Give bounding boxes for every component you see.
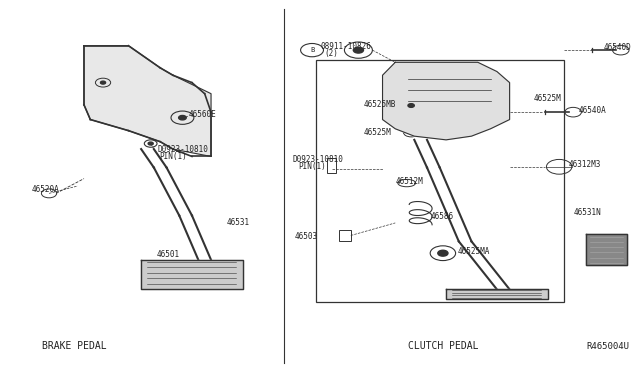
Text: D0923-10810: D0923-10810	[157, 145, 208, 154]
Text: 46540D: 46540D	[604, 43, 632, 52]
Text: 46531: 46531	[227, 218, 250, 227]
Text: PIN(1): PIN(1)	[298, 162, 326, 171]
Text: BRAKE PEDAL: BRAKE PEDAL	[42, 341, 107, 352]
Text: 46531N: 46531N	[573, 208, 601, 217]
Bar	[316, 61, 564, 302]
Circle shape	[179, 115, 186, 120]
Text: 46586: 46586	[430, 212, 453, 221]
Text: 46503: 46503	[295, 232, 318, 241]
Text: R465004U: R465004U	[587, 342, 630, 352]
Circle shape	[438, 250, 448, 256]
Circle shape	[408, 104, 414, 108]
Text: 46501: 46501	[157, 250, 180, 259]
Bar	[327, 158, 336, 173]
Circle shape	[100, 81, 106, 84]
Text: D0923-10810: D0923-10810	[292, 155, 343, 164]
Polygon shape	[383, 62, 509, 140]
Circle shape	[148, 142, 153, 145]
Text: 46512M: 46512M	[396, 177, 423, 186]
Text: 46525M: 46525M	[534, 94, 561, 103]
Text: 46525MB: 46525MB	[364, 100, 396, 109]
Polygon shape	[446, 289, 548, 299]
Text: B: B	[310, 47, 314, 53]
Text: CLUTCH PEDAL: CLUTCH PEDAL	[408, 341, 478, 352]
Circle shape	[353, 47, 364, 53]
Polygon shape	[586, 234, 627, 265]
Bar	[339, 230, 351, 241]
Text: 46560E: 46560E	[189, 109, 216, 119]
Polygon shape	[141, 260, 243, 289]
Text: PIN(1): PIN(1)	[159, 152, 187, 161]
Polygon shape	[84, 46, 211, 157]
Text: 46525MA: 46525MA	[458, 247, 490, 256]
Text: 46525M: 46525M	[364, 128, 391, 137]
Text: 46312M3: 46312M3	[569, 160, 601, 169]
Text: 46540A: 46540A	[578, 106, 606, 115]
Text: 46520A: 46520A	[32, 185, 60, 194]
Text: (2): (2)	[324, 49, 339, 58]
Text: 08911-10826: 08911-10826	[321, 42, 372, 51]
